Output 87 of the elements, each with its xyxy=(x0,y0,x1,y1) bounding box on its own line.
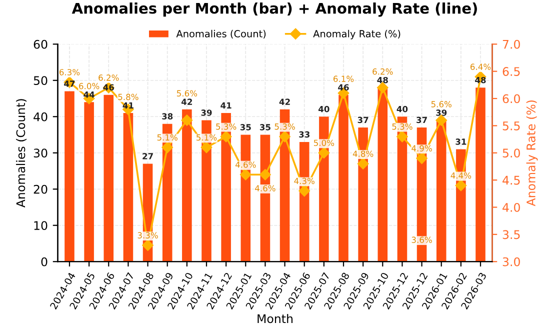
point xyxy=(162,142,173,154)
data-label: 4.6% xyxy=(235,161,256,168)
data-label: 6.1% xyxy=(334,76,354,82)
data-label: 4.6% xyxy=(255,185,276,192)
data-label: 5.3% xyxy=(392,123,412,130)
point xyxy=(181,114,193,126)
data-label: 4.4% xyxy=(450,172,472,179)
data-label: 48 xyxy=(377,76,388,84)
data-label: 40 xyxy=(396,106,408,112)
data-label: 5.0% xyxy=(314,140,334,146)
y2-tick-label: 4.5 xyxy=(502,176,520,185)
data-label: 39 xyxy=(201,110,212,116)
point xyxy=(298,185,310,197)
data-label: 31 xyxy=(456,138,466,145)
data-label: 41 xyxy=(220,102,232,108)
data-label: 37 xyxy=(358,116,368,124)
bar xyxy=(104,94,114,262)
annotation: 3.6% xyxy=(412,236,432,243)
y2-tick-label: 3.5 xyxy=(502,230,520,240)
data-label: 6.2% xyxy=(372,68,393,75)
bar xyxy=(84,102,94,262)
y-tick-label: 10 xyxy=(34,221,48,230)
legend-label: Anomaly Rate (%) xyxy=(313,30,400,40)
point xyxy=(260,169,271,180)
data-label: 4.3% xyxy=(294,178,314,184)
y-axis-title: Anomalies (Count) xyxy=(16,99,27,208)
data-label: 40 xyxy=(318,106,330,112)
data-label: 6.2% xyxy=(98,74,119,81)
data-label: 5.3% xyxy=(274,123,295,130)
point xyxy=(357,158,369,170)
data-label: 4.8% xyxy=(352,150,374,157)
y2-tick-label: 6.0 xyxy=(502,94,520,104)
data-label: 3.3% xyxy=(138,232,158,238)
point xyxy=(396,130,408,142)
data-label: 46 xyxy=(103,84,114,90)
data-label: 47 xyxy=(64,80,75,87)
data-label: 38 xyxy=(162,113,173,120)
point xyxy=(142,240,154,251)
data-label: 39 xyxy=(436,110,447,116)
data-label: 6.3% xyxy=(59,69,80,76)
y2-tick-label: 5.0 xyxy=(502,148,520,158)
bar xyxy=(123,113,134,262)
data-label: 42 xyxy=(279,98,290,105)
bar xyxy=(182,109,192,262)
chart-title: Anomalies per Month (bar) + Anomaly Rate (line) xyxy=(72,2,477,17)
x-axis-title: Month xyxy=(258,314,292,324)
y-tick-label: 30 xyxy=(34,148,48,158)
data-label: 4.9% xyxy=(412,145,432,152)
data-label: 5.8% xyxy=(118,94,138,100)
y-tick-label: 0 xyxy=(41,257,48,266)
y-tick-label: 20 xyxy=(34,184,48,194)
y-tick-label: 40 xyxy=(34,112,48,122)
point xyxy=(240,169,252,180)
y-tick-label: 50 xyxy=(34,76,48,86)
y2-tick-label: 5.5 xyxy=(502,122,520,130)
point xyxy=(416,152,428,164)
data-label: 27 xyxy=(142,153,153,160)
data-label: 6.4% xyxy=(470,64,491,70)
bar xyxy=(476,88,486,262)
y2-tick-label: 7.0 xyxy=(502,40,520,49)
y-tick-label: 60 xyxy=(34,40,48,49)
data-label: 5.1% xyxy=(157,134,178,141)
y2-tick-label: 3.0 xyxy=(502,257,520,266)
legend-label: Anomalies (Count) xyxy=(176,30,266,39)
point xyxy=(318,147,330,158)
data-label: 33 xyxy=(299,131,310,138)
data-label: 35 xyxy=(240,124,251,130)
data-label: 37 xyxy=(416,116,427,124)
y2-axis-title: Anomaly Rate (%) xyxy=(526,100,538,206)
data-label: 5.1% xyxy=(196,134,217,141)
y2-tick-label: 4.0 xyxy=(502,202,520,212)
data-label: 5.6% xyxy=(431,101,452,108)
bar xyxy=(338,94,348,262)
data-label: 5.3% xyxy=(216,123,236,130)
point xyxy=(200,142,212,154)
data-label: 42 xyxy=(182,98,192,105)
point xyxy=(455,180,467,192)
data-label: 6.0% xyxy=(79,82,100,90)
data-label: 46 xyxy=(338,84,349,90)
point xyxy=(279,130,290,142)
data-label: 35 xyxy=(260,124,270,130)
bar xyxy=(378,88,388,262)
bar xyxy=(64,91,74,262)
point xyxy=(220,130,232,142)
data-label: 5.6% xyxy=(176,90,198,96)
bar xyxy=(436,120,446,262)
y2-tick-label: 6.5 xyxy=(502,67,520,76)
